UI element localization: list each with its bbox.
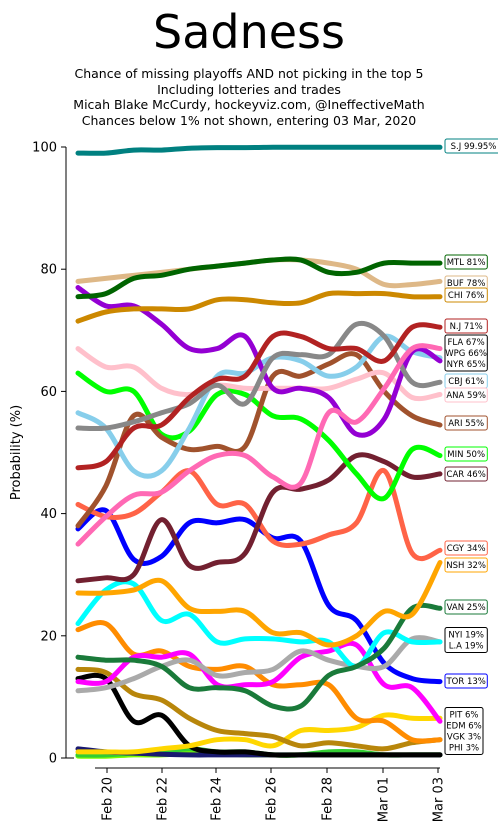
y-tick-label: 80 [40,263,57,278]
series-label: VGK 3% [447,733,481,743]
y-tick-label: 100 [32,141,57,156]
series-label-box [444,287,488,303]
series-label-box [444,334,488,372]
series-label-box [444,557,488,573]
series-line [75,640,443,724]
series-label: CGY 34% [447,544,486,554]
x-tick-label: Feb 26 [265,777,280,821]
series-label-box [444,707,484,755]
series-label: CHI 76% [448,291,484,301]
series-line [75,672,443,758]
series-label: VAN 25% [447,603,486,613]
series-line [75,579,443,669]
x-tick-label: Mar 01 [377,777,392,822]
series-line [75,452,443,584]
series-label: CBJ 61% [448,377,484,387]
chart-axes: 0 20 40 60 80 100 Probability (%) Feb 20 Feb 22 F… [9,141,447,823]
x-tick-label: Mar 03 [432,777,447,822]
series-label: ARI 55% [448,419,484,429]
series-label: MIN 50% [447,450,485,460]
series-label: TOR 13% [445,677,485,687]
series-label-box [444,254,488,270]
series-line [75,290,443,324]
series-line [75,322,443,471]
series-label: CAR 46% [447,470,486,480]
series-label-box [444,466,488,482]
series-line [75,560,443,648]
series-line [75,351,443,529]
series-label: NYR 65% [447,360,486,370]
series-label-box [444,138,498,154]
series-label: N.J 71% [450,322,483,332]
series-line [75,320,443,432]
series-label: L.A 19% [449,642,484,652]
chart-title: Sadness [153,5,345,59]
series-line [75,144,443,156]
series-label: NYI 19% [448,631,484,641]
subtitle-line: Chances below 1% not shown, entering 03 … [81,112,417,128]
series-line [75,256,443,300]
series-line [75,346,443,402]
series-line [75,468,443,562]
series-label: BUF 78% [447,279,486,289]
subtitle-line: Including lotteries and trades [157,81,341,97]
series-line [75,666,443,752]
series-label: MTL 81% [447,258,486,268]
series-label: PHI 3% [449,744,479,754]
y-tick-label: 0 [49,752,57,767]
x-tick-label: Feb 24 [210,777,225,821]
series-label-box [444,446,488,462]
x-tick-label: Feb 20 [101,777,116,821]
series-line [75,635,443,694]
series-label-box [444,318,488,334]
series-line [75,343,443,547]
x-tick-label: Feb 28 [321,777,336,821]
y-tick-label: 40 [40,507,57,522]
series-label-box [444,673,488,689]
series-label: NSH 32% [446,561,486,571]
series-label: S.J 99.95% [451,142,497,152]
x-tick-label: Feb 22 [156,777,171,821]
series-label: WPG 66% [445,349,487,359]
series-labels: S.J 99.95% MTL 81% BUF 78% CHI 76% N.J 71% FL… [444,138,498,755]
y-axis-label: Probability (%) [9,405,24,500]
series-line [75,602,443,712]
chart-subtitle: Chance of missing playoffs AND not picki… [0,66,498,128]
series-label-box [444,599,488,615]
series-label-box [444,415,488,431]
series-label: FLA 67% [448,338,485,348]
series-label: ANA 59% [446,391,486,401]
series-label-box [444,540,488,556]
series-label: PIT 6% [449,711,478,721]
y-tick-label: 20 [40,629,57,644]
series-label: EDM 6% [446,722,481,732]
series-label-box [444,627,488,653]
series-line [75,712,443,755]
y-tick-label: 60 [40,385,57,400]
subtitle-line: Micah Blake McCurdy, hockeyviz.com, @Ine… [73,97,425,112]
chart-series [75,144,443,759]
series-label-box [444,387,488,403]
subtitle-line: Chance of missing playoffs AND not picki… [74,66,424,81]
